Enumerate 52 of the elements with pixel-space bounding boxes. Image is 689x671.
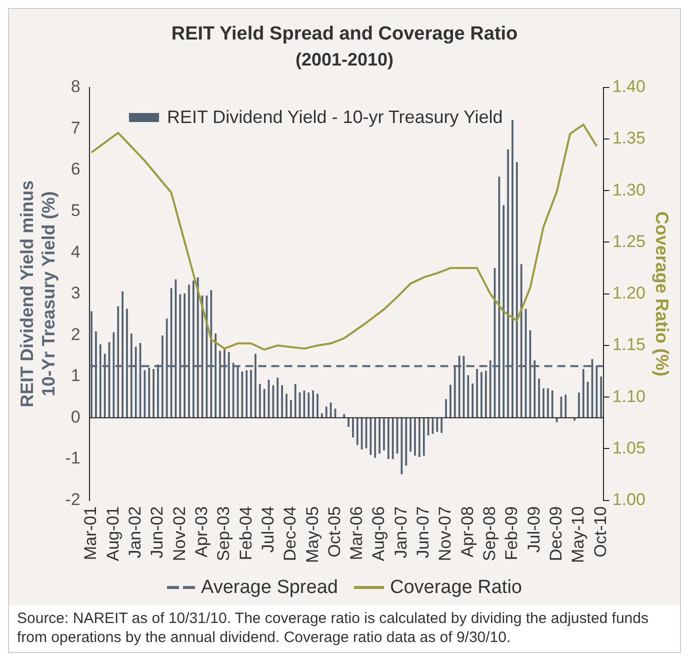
- x-tick-label: Jun-02: [148, 506, 167, 558]
- y-tick-label: 5: [70, 200, 80, 220]
- x-tick-label: Jan-02: [126, 506, 145, 558]
- x-tick-label: Oct-10: [590, 506, 610, 558]
- x-tick-label: Dec-04: [280, 506, 300, 562]
- x-tick-label: Mar-01: [81, 506, 100, 560]
- y2-tick-label: 1.00: [612, 490, 646, 509]
- x-tick-label: Jan-07: [391, 506, 410, 558]
- x-tick-label: Oct-05: [324, 506, 344, 558]
- x-tick-label: Nov-02: [170, 506, 189, 562]
- x-tick-label: May-05: [302, 506, 322, 563]
- y-tick-label: -1: [65, 448, 80, 468]
- legend-label: REIT Dividend Yield - 10-yr Treasury Yield: [167, 107, 503, 128]
- chart-title: REIT Yield Spread and Coverage Ratio: [171, 24, 518, 45]
- y-tick-label: -2: [65, 490, 80, 509]
- x-tick-label: Jul-04: [258, 506, 278, 553]
- y2-tick-label: 1.40: [612, 77, 646, 96]
- y-tick-label: 2: [70, 324, 80, 344]
- x-tick-label: Jun-07: [414, 506, 433, 558]
- y2-tick-label: 1.20: [612, 284, 646, 303]
- y2-tick-label: 1.30: [612, 180, 646, 200]
- source-note: Source: NAREIT as of 10/31/10. The coverage ratio is calculated by dividing the adjusted funds from operations by the annual dividend. Coverage ratio data as of 9/30/10.: [9, 604, 680, 652]
- y-tick-label: 6: [70, 160, 80, 179]
- y2-tick-label: 1.10: [612, 386, 646, 406]
- y-tick-label: 8: [70, 77, 80, 96]
- x-tick-label: Aug-01: [103, 506, 122, 562]
- x-tick-label: Sep-08: [480, 506, 500, 562]
- y-tick-label: 3: [70, 284, 80, 303]
- y2-tick-label: 1.15: [612, 335, 646, 354]
- x-tick-label: May-10: [568, 506, 588, 563]
- y-axis-title: REIT Dividend Yield minus 10-Yr Treasury Yield (%): [16, 180, 58, 408]
- legend-label: Average Spread: [200, 576, 338, 598]
- x-tick-label: Apr-03: [192, 506, 211, 558]
- x-tick-label: Nov-07: [436, 506, 455, 562]
- y-tick-label: 0: [70, 407, 80, 426]
- y2-tick-label: 1.25: [612, 232, 646, 251]
- y-tick-label: 7: [70, 118, 80, 138]
- x-tick-label: Mar-06: [347, 506, 366, 560]
- x-tick-label: Sep-03: [214, 506, 234, 562]
- y-tick-label: 4: [70, 242, 80, 262]
- y-tick-label: 1: [70, 366, 80, 386]
- x-tick-label: Feb-09: [502, 506, 522, 560]
- x-tick-label: Apr-08: [458, 506, 477, 558]
- y2-tick-label: 1.05: [612, 438, 646, 458]
- x-tick-label: Feb-04: [236, 506, 256, 560]
- x-tick-label: Jul-09: [524, 506, 544, 553]
- chart-subtitle: (2001-2010): [295, 50, 394, 70]
- y2-tick-label: 1.35: [612, 128, 646, 148]
- x-tick-label: Aug-06: [369, 506, 388, 562]
- legend-label: Coverage Ratio: [390, 576, 522, 598]
- y2-axis-title: Coverage Ratio (%): [652, 211, 672, 376]
- x-tick-label: Dec-09: [546, 506, 566, 562]
